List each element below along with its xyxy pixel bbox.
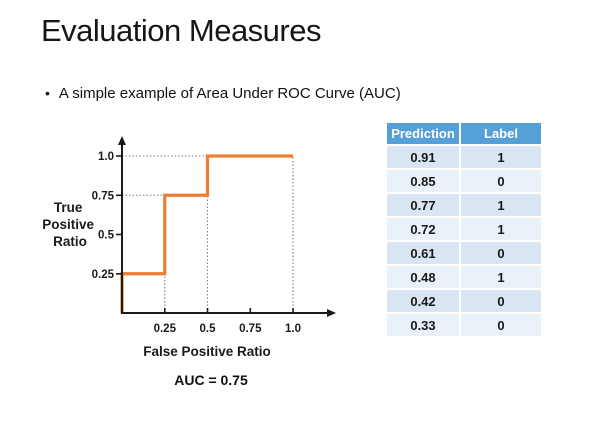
prediction-cell: 0.61 bbox=[387, 242, 461, 266]
label-cell: 0 bbox=[461, 242, 541, 266]
label-cell: 1 bbox=[461, 218, 541, 242]
table-row: 0.42 0 bbox=[387, 290, 541, 314]
label-cell: 0 bbox=[461, 290, 541, 314]
table-row: 0.72 1 bbox=[387, 218, 541, 242]
x-tick-label: 0.5 bbox=[200, 323, 217, 335]
bullet-text: A simple example of Area Under ROC Curve… bbox=[58, 85, 401, 102]
x-tick-label: 0.75 bbox=[239, 323, 262, 335]
table-row: 0.91 1 bbox=[387, 146, 541, 170]
label-cell: 1 bbox=[461, 266, 541, 290]
y-axis-arrow-icon bbox=[118, 136, 126, 145]
label-cell: 1 bbox=[461, 194, 541, 218]
table-row: 0.33 0 bbox=[387, 314, 541, 338]
y-tick-label: 1.0 bbox=[98, 151, 114, 163]
x-tick-label: 1.0 bbox=[285, 323, 301, 335]
prediction-cell: 0.48 bbox=[387, 266, 461, 290]
prediction-cell: 0.42 bbox=[387, 290, 461, 314]
x-axis-label: False Positive Ratio bbox=[143, 344, 271, 359]
x-tick-label: 0.25 bbox=[154, 323, 177, 335]
table-header-row: Prediction Label bbox=[387, 123, 541, 146]
column-header-prediction: Prediction bbox=[387, 123, 461, 146]
table-row: 0.48 1 bbox=[387, 266, 541, 290]
page-title: Evaluation Measures bbox=[41, 13, 322, 48]
bullet-item: • A simple example of Area Under ROC Cur… bbox=[45, 84, 401, 103]
auc-annotation: AUC = 0.75 bbox=[174, 372, 248, 388]
label-cell: 0 bbox=[461, 170, 541, 194]
table-row: 0.77 1 bbox=[387, 194, 541, 218]
y-axis-label: True Positive Ratio bbox=[42, 200, 98, 249]
table-row: 0.61 0 bbox=[387, 242, 541, 266]
column-header-label: Label bbox=[461, 123, 541, 146]
y-tick-label: 0.75 bbox=[92, 191, 115, 203]
x-axis-arrow-icon bbox=[327, 309, 336, 317]
prediction-cell: 0.72 bbox=[387, 218, 461, 242]
prediction-label-table: Prediction Label 0.91 1 0.85 0 0.77 1 0.72 1… bbox=[387, 123, 541, 338]
prediction-cell: 0.77 bbox=[387, 194, 461, 218]
prediction-cell: 0.33 bbox=[387, 314, 461, 338]
y-tick-label: 0.5 bbox=[98, 230, 115, 242]
table-row: 0.85 0 bbox=[387, 170, 541, 194]
prediction-cell: 0.91 bbox=[387, 146, 461, 170]
label-cell: 1 bbox=[461, 146, 541, 170]
label-cell: 0 bbox=[461, 314, 541, 338]
prediction-cell: 0.85 bbox=[387, 170, 461, 194]
roc-chart: 0.25 0.5 0.75 1.0 0.25 0.5 0.75 1.0 True… bbox=[42, 136, 336, 359]
y-tick-label: 0.25 bbox=[92, 269, 115, 281]
bullet-icon: • bbox=[45, 85, 50, 101]
